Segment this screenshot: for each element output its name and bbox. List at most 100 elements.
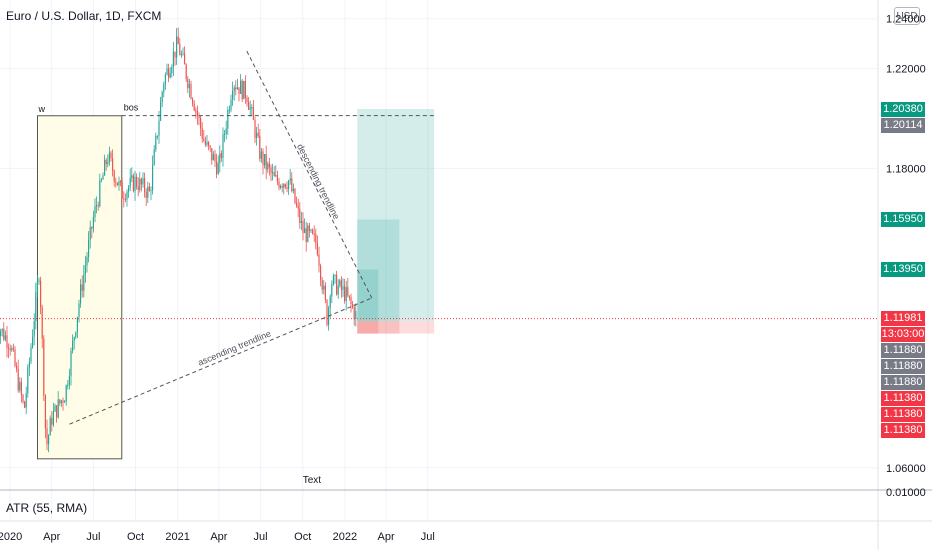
position-profit-zone [357, 269, 379, 322]
candle-body [201, 128, 203, 139]
candle-body [265, 154, 267, 170]
candle-body [177, 36, 179, 45]
candle-body [191, 98, 194, 104]
candle-body [276, 175, 278, 182]
candle-body [199, 117, 202, 129]
candle-body [139, 178, 141, 191]
candle-body [235, 87, 237, 90]
candle-body [70, 351, 72, 377]
candle-body [1, 328, 3, 332]
candle-body [99, 180, 101, 207]
candle-body [91, 226, 93, 229]
candle-body [355, 311, 357, 320]
candle-body [223, 133, 226, 135]
price-badge: 1.11380 [881, 407, 925, 423]
candle-body [193, 103, 195, 111]
candle-body [151, 164, 154, 191]
candle-body [23, 401, 26, 408]
candle-body [123, 198, 125, 200]
candle-body [273, 172, 275, 177]
candle-body [71, 340, 74, 352]
candle-body [239, 80, 242, 94]
price-badge: 1.20114 [881, 117, 925, 133]
position-loss-zone [357, 321, 400, 334]
price-badge: 1.13950 [881, 261, 925, 277]
candle-body [307, 225, 309, 242]
y-tick-label: 1.22000 [886, 64, 926, 76]
position-loss-zone [357, 321, 435, 334]
candle-body [289, 178, 291, 181]
candle-body [220, 153, 222, 158]
candle-body [131, 175, 133, 178]
candle-body [4, 335, 6, 340]
candle-body [287, 180, 290, 189]
candle-body [236, 87, 238, 90]
candle-body [33, 320, 35, 337]
candle-body [219, 153, 221, 164]
candle-body [19, 381, 21, 391]
candle-body [326, 300, 328, 325]
candle-body [171, 67, 173, 74]
candle-body [60, 400, 62, 404]
candle-body [137, 186, 139, 191]
candle-body [107, 161, 109, 165]
candle-body [347, 287, 349, 296]
candle-body [15, 365, 18, 369]
candle-body [337, 285, 339, 295]
candle-body [49, 418, 51, 436]
currency-button[interactable]: USD [894, 7, 920, 25]
w-box [36, 115, 123, 460]
w-box-label: w [37, 104, 45, 114]
x-tick-label: 2022 [333, 531, 357, 543]
candle-body [51, 418, 53, 425]
candle-body [300, 220, 302, 224]
candle-body [17, 368, 19, 391]
x-tick-label: 2021 [165, 531, 189, 543]
candle-body [215, 161, 218, 175]
candle-body [332, 275, 334, 285]
candle-body [180, 54, 182, 56]
candle-body [39, 280, 42, 308]
candle-body [268, 163, 270, 168]
indicator-title[interactable]: ATR (55, RMA) [6, 501, 88, 515]
candle-body [167, 68, 170, 78]
candle-body [134, 176, 136, 192]
candle-body [43, 338, 45, 396]
indicator-axis-label: 0.01000 [886, 487, 926, 499]
candle-body [153, 149, 155, 165]
candle-body [143, 178, 146, 193]
candle-body [308, 225, 310, 231]
candle-body [172, 51, 174, 68]
candle-body [166, 68, 168, 75]
candle-body [211, 147, 213, 161]
candle-body [318, 254, 320, 266]
candle-body [246, 97, 248, 102]
candle-body [198, 115, 200, 118]
candle-body [67, 384, 69, 386]
candle-body [174, 51, 176, 58]
x-tick-label: Apr [210, 531, 227, 543]
candle-body [105, 159, 107, 165]
candle-body [342, 286, 344, 290]
candle-body [36, 281, 38, 292]
candle-body [113, 170, 115, 182]
candle-body [252, 107, 254, 121]
candle-body [260, 151, 262, 159]
candle-body [257, 132, 259, 136]
candle-body [92, 217, 94, 229]
candle-body [14, 349, 16, 366]
candle-body [196, 110, 198, 116]
candle-body [238, 87, 240, 94]
candle-body [335, 275, 338, 295]
candle-body [0, 331, 2, 336]
candle-body [329, 296, 331, 309]
candle-body [75, 332, 77, 338]
candle-body [100, 179, 102, 181]
candle-body [263, 154, 266, 166]
candle-body [230, 99, 232, 110]
candle-body [259, 135, 261, 159]
candle-body [65, 385, 67, 402]
candle-body [175, 36, 178, 58]
candle-body [319, 265, 322, 281]
